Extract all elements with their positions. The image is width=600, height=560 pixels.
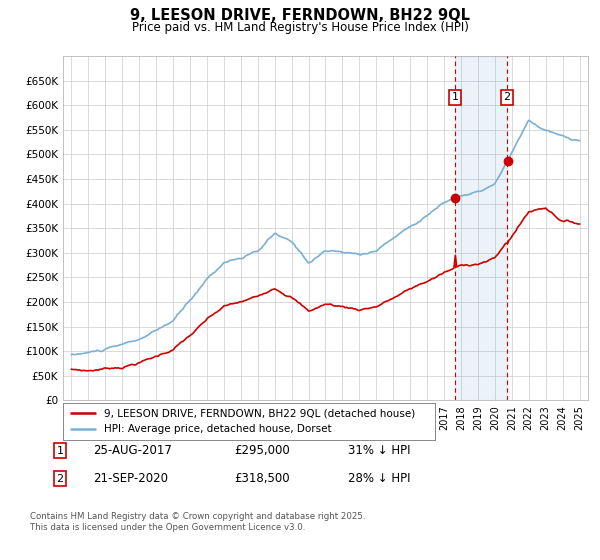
Text: 25-AUG-2017: 25-AUG-2017 xyxy=(93,444,172,458)
Text: 9, LEESON DRIVE, FERNDOWN, BH22 9QL: 9, LEESON DRIVE, FERNDOWN, BH22 9QL xyxy=(130,8,470,24)
Text: 2: 2 xyxy=(56,474,64,484)
Text: 9, LEESON DRIVE, FERNDOWN, BH22 9QL (detached house): 9, LEESON DRIVE, FERNDOWN, BH22 9QL (det… xyxy=(104,408,415,418)
Bar xyxy=(455,56,507,400)
Text: 28% ↓ HPI: 28% ↓ HPI xyxy=(348,472,410,486)
Text: £318,500: £318,500 xyxy=(234,472,290,486)
Text: Contains HM Land Registry data © Crown copyright and database right 2025.
This d: Contains HM Land Registry data © Crown c… xyxy=(30,512,365,532)
Text: 21-SEP-2020: 21-SEP-2020 xyxy=(93,472,168,486)
Text: HPI: Average price, detached house, Dorset: HPI: Average price, detached house, Dors… xyxy=(104,424,332,435)
Text: Price paid vs. HM Land Registry's House Price Index (HPI): Price paid vs. HM Land Registry's House … xyxy=(131,21,469,34)
Text: £295,000: £295,000 xyxy=(234,444,290,458)
Text: 2: 2 xyxy=(503,92,511,102)
Text: 1: 1 xyxy=(451,92,458,102)
Text: 31% ↓ HPI: 31% ↓ HPI xyxy=(348,444,410,458)
Text: 1: 1 xyxy=(56,446,64,456)
